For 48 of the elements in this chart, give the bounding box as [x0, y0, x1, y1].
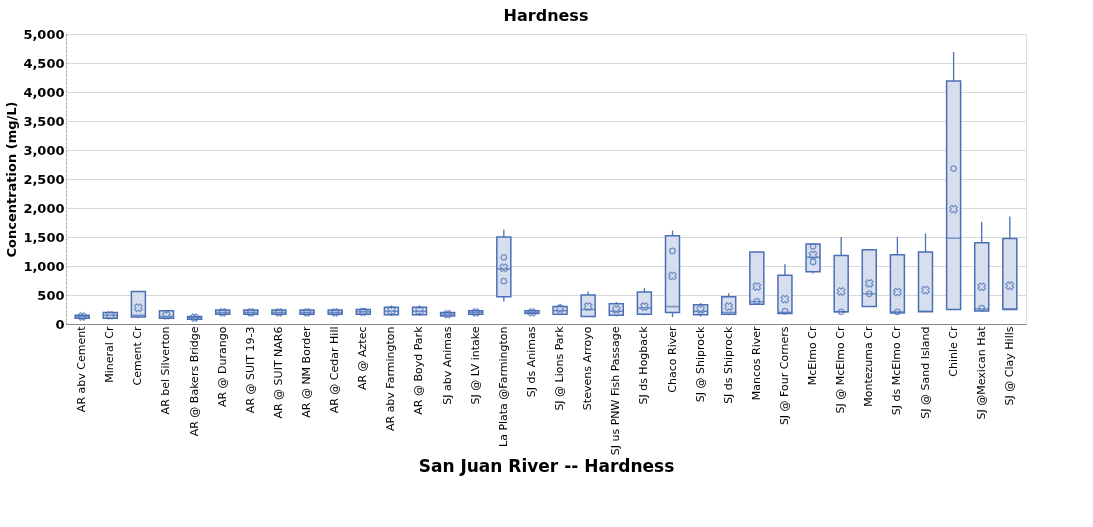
x-tick-label: AR @ Boyd Park: [412, 325, 426, 415]
y-tick-label: 4,500: [23, 55, 65, 71]
x-tick-label: AR bel Silverton: [159, 326, 173, 415]
x-tick-label: SJ abv Animas: [440, 326, 454, 405]
x-tick-label: Stevens Arroyo: [581, 326, 595, 411]
y-tick-label: 1,500: [23, 229, 65, 245]
x-tick-label: SJ @ LV intake: [468, 326, 482, 405]
x-tick-label: SJ ds Shiprock: [721, 325, 735, 404]
x-tick-label: Montezuma Cr: [862, 326, 876, 407]
x-tick-label: SJ @ Four Corners: [777, 326, 791, 426]
y-tick-label: 4,000: [23, 84, 65, 100]
x-tick-label: SJ @ Lions Park: [553, 325, 567, 411]
x-tick-label: AR @ SUIT NAR6: [271, 326, 285, 419]
x-tick-label: AR abv Cement: [75, 325, 89, 413]
x-tick-label: AR @ Bakers Bridge: [187, 326, 201, 437]
x-tick-label: SJ @ McElmo Cr: [834, 326, 848, 414]
y-tick-label: 3,500: [23, 113, 65, 129]
x-tick-label: Mineral Cr: [103, 326, 117, 383]
y-tick-label: 2,500: [23, 171, 65, 187]
x-tick-label: Chaco River: [665, 326, 679, 393]
x-tick-label: Cement Cr: [131, 326, 145, 386]
x-tick-label: AR @ Durango: [215, 326, 229, 408]
x-tick-label: SJ ds Animas: [524, 326, 538, 398]
x-tick-label: SJ ds McElmo Cr: [890, 326, 904, 416]
x-tick-label: AR @ Aztec: [356, 326, 370, 391]
x-tick-label: AR @ Cedar Hill: [328, 326, 342, 414]
x-tick-label: SJ ds Hogback: [637, 325, 651, 405]
y-axis-title: Concentration (mg/L): [4, 101, 20, 258]
y-tick-label: 0: [55, 316, 65, 332]
y-tick-label: 500: [37, 287, 65, 303]
x-tick-label: SJ @ Clay Hills: [1002, 326, 1016, 406]
y-tick-label: 3,000: [23, 142, 65, 158]
x-tick-label: SJ us PNW Fish Passage: [609, 326, 623, 456]
x-tick-label: Chinle Cr: [946, 326, 960, 377]
x-tick-label: McElmo Cr: [806, 326, 820, 386]
x-tick-label: SJ @ Sand Island: [918, 326, 932, 419]
y-tick-label: 2,000: [23, 200, 65, 216]
x-tick-label: AR @ SUIT 19-3: [243, 326, 257, 414]
chart-title: Hardness: [503, 6, 589, 25]
y-tick-label: 5,000: [23, 26, 65, 42]
x-tick-label: Mancos River: [749, 326, 763, 401]
x-tick-label: SJ @Mexican Hat: [974, 325, 988, 420]
x-tick-label: AR @ NM Border: [300, 326, 314, 418]
x-tick-label: SJ @ Shiprock: [693, 325, 707, 403]
y-tick-label: 1,000: [23, 258, 65, 274]
x-tick-label: La Plata @Farmington: [496, 326, 510, 447]
x-tick-label: AR abv Farmington: [384, 326, 398, 432]
x-axis-title: San Juan River -- Hardness: [418, 456, 675, 477]
